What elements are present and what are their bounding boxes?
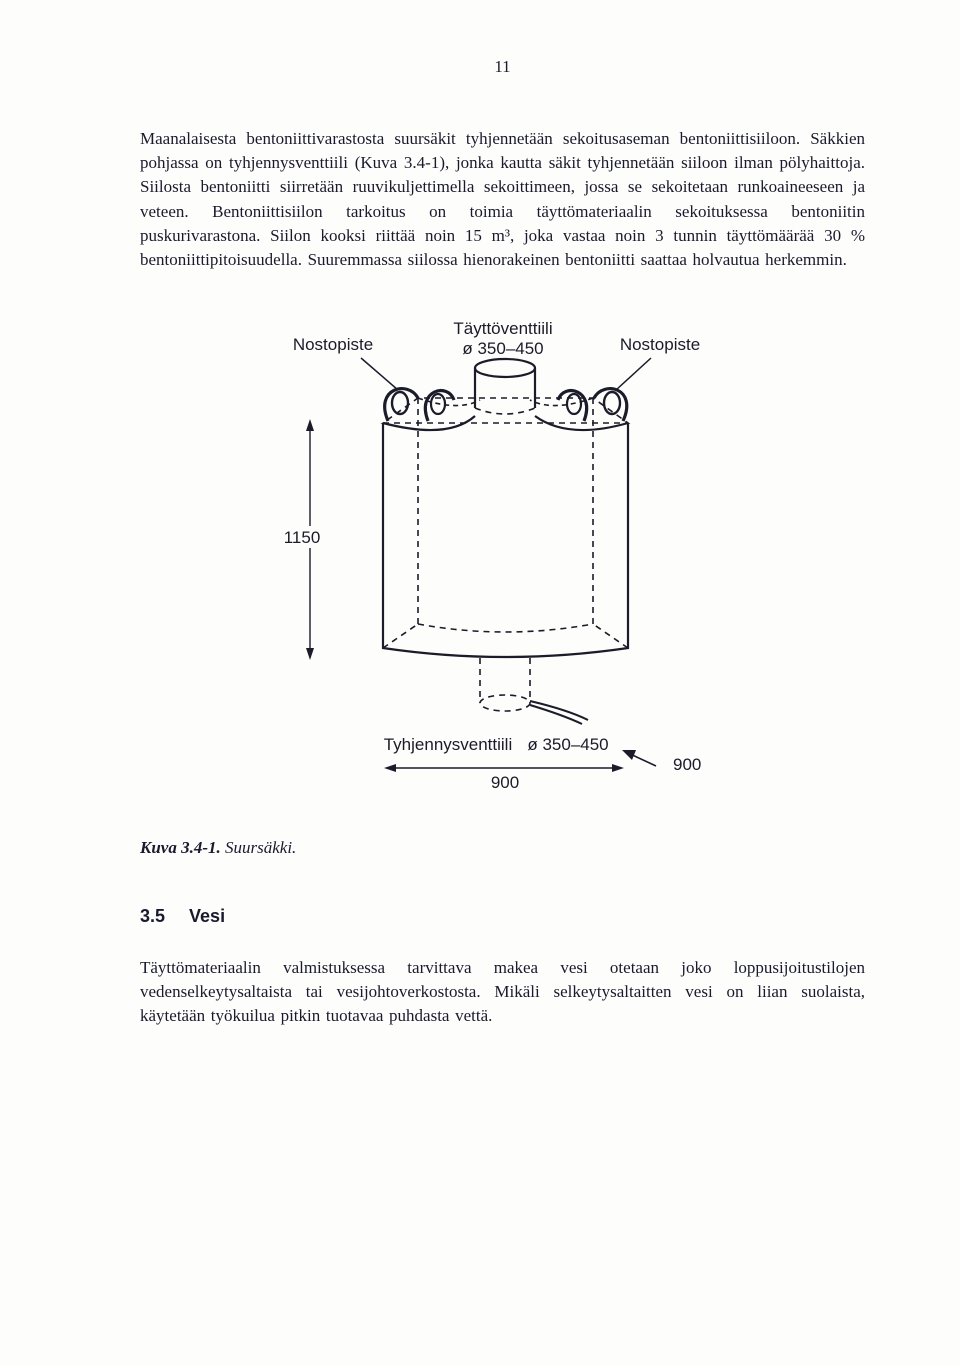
figure-caption: Kuva 3.4-1. Suursäkki. xyxy=(140,836,865,860)
caption-number: Kuva 3.4-1. xyxy=(140,838,221,857)
page-number: 11 xyxy=(140,55,865,79)
suursakki-diagram: Nostopiste Täyttöventtiili ø 350–450 Nos… xyxy=(248,308,758,808)
label-tyhjennysventtiili: Tyhjennysventtiili xyxy=(383,735,512,754)
label-height-1150: 1150 xyxy=(283,528,320,547)
caption-text: Suursäkki. xyxy=(221,838,297,857)
figure-suursakki: Nostopiste Täyttöventtiili ø 350–450 Nos… xyxy=(140,308,865,808)
body-paragraph-2: Täyttömateriaalin valmistuksessa tarvitt… xyxy=(140,956,865,1028)
label-nostopiste-left: Nostopiste xyxy=(292,335,372,354)
label-tayttoventtiili: Täyttöventtiili xyxy=(453,319,552,338)
label-tayttoventtiili-dia: ø 350–450 xyxy=(462,339,543,358)
section-title: Vesi xyxy=(189,906,225,926)
paragraph-1-text: Maanalaisesta bentoniittivarastosta suur… xyxy=(140,129,865,269)
label-width-900-right: 900 xyxy=(673,755,701,774)
section-number: 3.5 xyxy=(140,904,165,930)
label-nostopiste-right: Nostopiste xyxy=(619,335,699,354)
label-width-900: 900 xyxy=(490,773,518,792)
label-tyhjennys-dia: ø 350–450 xyxy=(527,735,608,754)
body-paragraph-1: Maanalaisesta bentoniittivarastosta suur… xyxy=(140,127,865,272)
section-heading-3-5: 3.5 Vesi xyxy=(140,904,865,930)
